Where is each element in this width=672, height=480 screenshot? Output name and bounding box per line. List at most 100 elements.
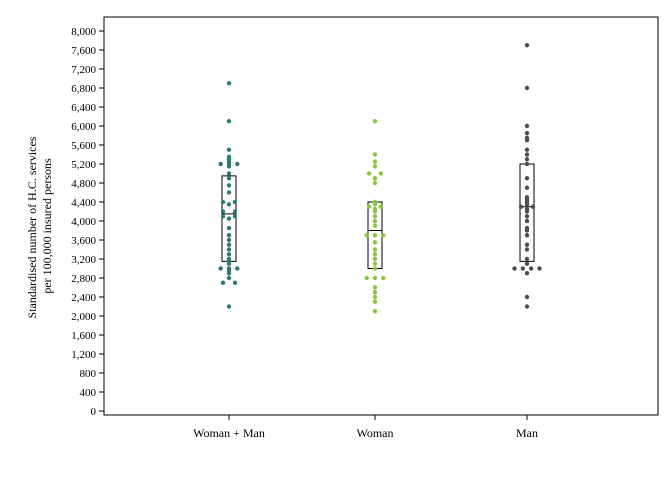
data-point xyxy=(226,266,232,271)
data-point xyxy=(520,266,526,271)
data-point xyxy=(524,271,530,276)
data-point xyxy=(226,275,232,281)
x-category-label: Woman xyxy=(356,426,393,440)
data-point xyxy=(512,266,517,271)
data-point xyxy=(226,81,232,86)
data-point xyxy=(372,261,378,266)
y-tick-label: 4,000 xyxy=(71,216,96,228)
data-point xyxy=(366,204,372,209)
data-point xyxy=(226,252,232,257)
data-point xyxy=(381,275,386,281)
data-point xyxy=(226,119,232,124)
data-point xyxy=(372,266,378,271)
data-point xyxy=(226,190,232,195)
data-point xyxy=(524,152,530,157)
data-point xyxy=(524,247,530,252)
data-point xyxy=(235,266,240,271)
data-point xyxy=(372,285,378,290)
box-layer xyxy=(221,163,535,269)
data-point xyxy=(220,280,226,285)
data-point xyxy=(378,204,384,209)
x-category-label: Man xyxy=(516,426,538,440)
data-point xyxy=(372,223,378,228)
data-point xyxy=(226,154,232,160)
y-tick-label: 6,800 xyxy=(71,83,96,95)
y-tick-label: 3,600 xyxy=(71,235,96,247)
data-point xyxy=(524,225,530,231)
data-point xyxy=(524,130,530,136)
points-layer xyxy=(218,43,542,314)
data-point xyxy=(218,161,223,167)
y-tick-label: 3,200 xyxy=(71,254,96,266)
data-point xyxy=(372,218,378,224)
data-point xyxy=(372,214,378,219)
data-point xyxy=(372,275,378,281)
data-point xyxy=(524,294,530,300)
data-point xyxy=(372,290,378,295)
data-point xyxy=(235,161,240,167)
y-tick-label: 5,600 xyxy=(71,140,96,152)
data-point xyxy=(372,294,378,300)
x-axis: Woman + Man Woman Man xyxy=(193,415,538,440)
data-point xyxy=(220,209,226,214)
data-point xyxy=(524,256,530,262)
data-point xyxy=(226,237,232,243)
data-point xyxy=(226,176,232,181)
data-point xyxy=(226,247,232,252)
data-point xyxy=(372,247,378,252)
data-point xyxy=(226,147,232,152)
data-point xyxy=(530,204,536,209)
data-point xyxy=(524,123,530,129)
y-axis: 0 400 800 1,200 1,600 2,000 2,400 2,800 3,200 3,6… xyxy=(71,26,104,418)
data-point xyxy=(372,256,378,262)
data-point xyxy=(220,214,226,219)
data-point xyxy=(226,256,232,262)
y-axis-label-line-2: per 100,000 insured persons xyxy=(40,158,54,294)
y-tick-label: 2,000 xyxy=(71,311,96,323)
data-point xyxy=(518,204,524,209)
data-point xyxy=(524,43,530,48)
x-category-label: Woman + Man xyxy=(193,426,265,440)
data-point xyxy=(372,299,378,304)
y-axis-label-line-1: Standardised number of H.C. services xyxy=(25,136,39,318)
data-point xyxy=(524,261,530,266)
data-point xyxy=(372,164,378,169)
data-point xyxy=(220,199,226,205)
data-point xyxy=(524,176,530,181)
data-point xyxy=(524,242,530,247)
data-point xyxy=(524,218,530,224)
data-point xyxy=(378,171,384,176)
data-point xyxy=(364,233,369,238)
data-point xyxy=(372,159,378,164)
y-tick-label: 400 xyxy=(80,387,97,399)
data-point xyxy=(226,216,232,221)
data-point xyxy=(232,280,238,285)
data-point xyxy=(372,176,378,181)
data-point xyxy=(524,304,530,309)
data-point xyxy=(232,214,238,219)
data-point xyxy=(218,266,223,271)
plot-frame xyxy=(103,16,659,416)
data-point xyxy=(232,199,238,205)
data-point xyxy=(226,242,232,247)
data-point xyxy=(226,304,232,309)
data-point xyxy=(226,225,232,231)
data-point xyxy=(524,233,530,238)
data-point xyxy=(528,266,534,271)
data-point xyxy=(232,209,238,214)
data-point xyxy=(226,233,232,238)
data-point xyxy=(372,180,378,186)
y-tick-label: 1,200 xyxy=(71,349,96,361)
y-axis-label: Standardised number of H.C. services per… xyxy=(25,134,54,319)
y-tick-label: 6,000 xyxy=(71,121,96,133)
y-tick-label: 4,400 xyxy=(71,197,96,209)
data-point xyxy=(372,119,378,124)
y-tick-label: 7,600 xyxy=(71,45,96,57)
data-point xyxy=(372,252,378,257)
data-point xyxy=(372,199,378,205)
data-point xyxy=(372,152,378,157)
data-point xyxy=(381,233,386,238)
y-tick-label: 800 xyxy=(80,368,97,380)
